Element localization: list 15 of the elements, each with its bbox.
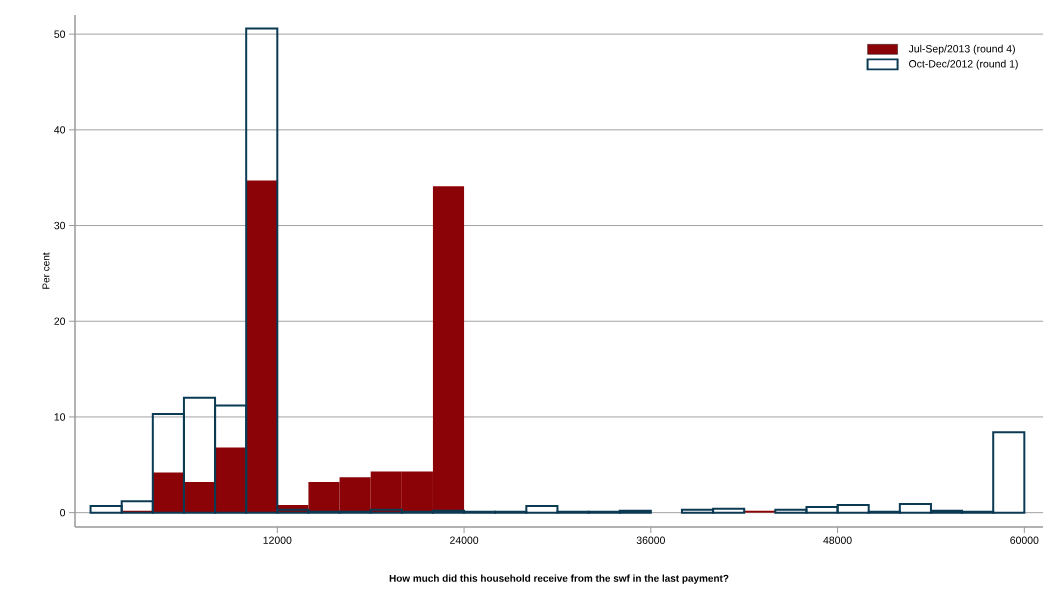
x-tick-label: 36000 [636,536,665,544]
y-tick-label: 50 [54,30,66,38]
x-tick-label: 24000 [450,536,479,544]
legend-label: Oct-Dec/2012 (round 1) [909,59,1018,70]
y-tick-label: 10 [54,413,66,421]
x-axis-title: How much did this household receive from the swf in the last payment? [389,574,729,584]
y-tick-label: 30 [54,221,66,230]
x-tick-label: 48000 [823,536,852,544]
y-tick-label: 20 [54,317,66,325]
legend-label: Jul-Sep/2013 (round 4) [908,44,1015,55]
x-tick-label: 12000 [263,536,292,544]
y-tick-label: 0 [60,508,66,517]
y-axis-title: Per cent [42,252,50,289]
y-tick-label: 40 [54,126,66,134]
x-tick-label: 60000 [1010,536,1039,544]
